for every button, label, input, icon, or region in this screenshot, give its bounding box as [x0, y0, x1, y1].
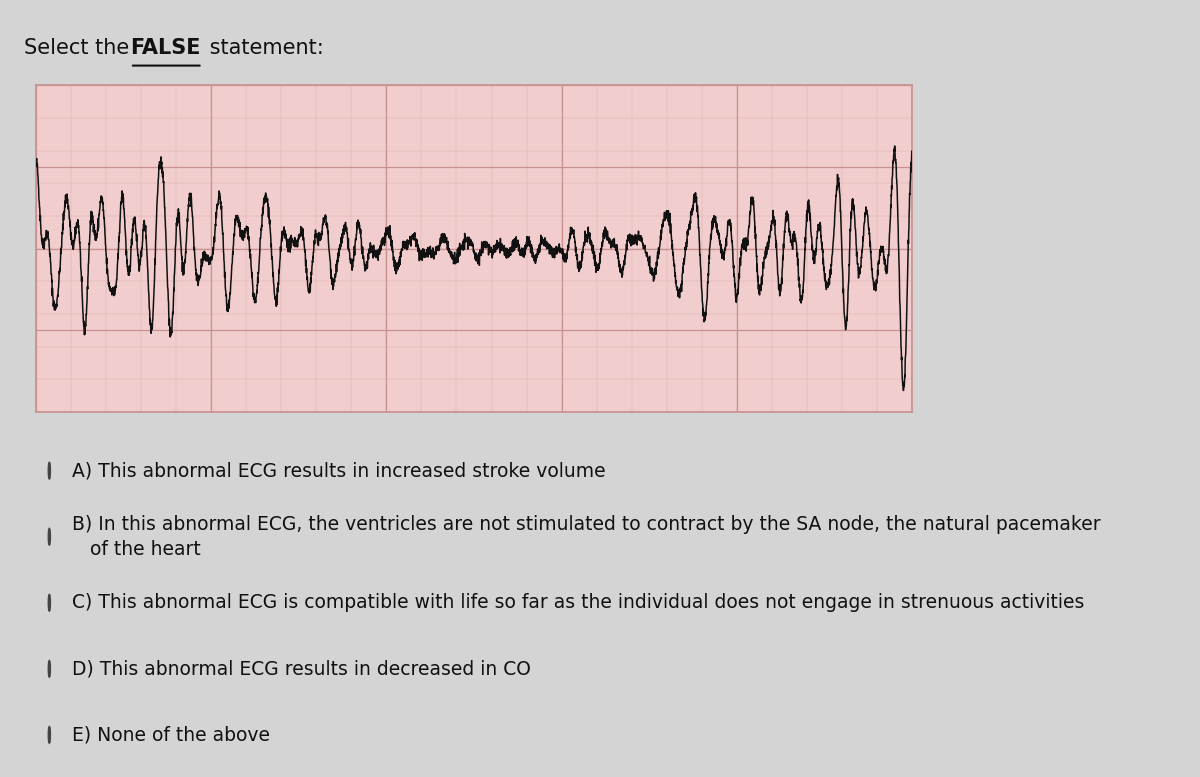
Text: D) This abnormal ECG results in decreased in CO: D) This abnormal ECG results in decrease…: [72, 660, 532, 678]
Text: Select the: Select the: [24, 38, 136, 58]
Text: statement:: statement:: [203, 38, 323, 58]
Text: FALSE: FALSE: [130, 38, 200, 58]
Text: A) This abnormal ECG results in increased stroke volume: A) This abnormal ECG results in increase…: [72, 462, 606, 480]
Text: B) In this abnormal ECG, the ventricles are not stimulated to contract by the SA: B) In this abnormal ECG, the ventricles …: [72, 514, 1102, 559]
Text: E) None of the above: E) None of the above: [72, 726, 270, 744]
Text: C) This abnormal ECG is compatible with life so far as the individual does not e: C) This abnormal ECG is compatible with …: [72, 594, 1085, 612]
